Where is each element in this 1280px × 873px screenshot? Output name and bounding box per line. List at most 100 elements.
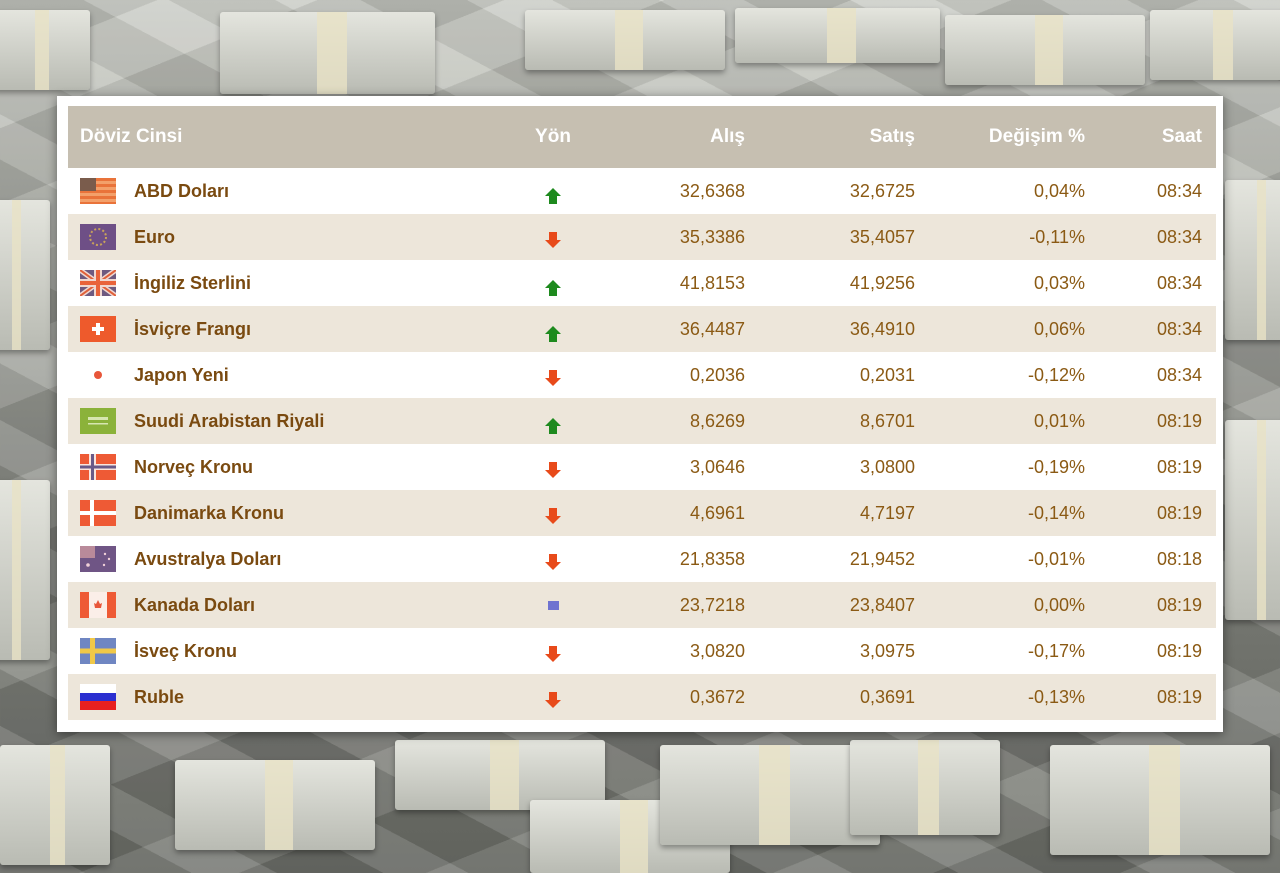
change-percent: 0,06% bbox=[1033, 318, 1085, 339]
banknote-stack bbox=[1225, 420, 1280, 620]
currency-name[interactable]: Japon Yeni bbox=[134, 364, 229, 385]
currency-name[interactable]: İngiliz Sterlini bbox=[134, 272, 252, 293]
banknote-stack bbox=[0, 480, 50, 660]
banknote-stack bbox=[0, 200, 50, 350]
table-row[interactable]: Euro 35,3386 35,4057 -0,11% 08:34 bbox=[68, 214, 1216, 260]
currency-name[interactable]: Suudi Arabistan Riyali bbox=[134, 410, 325, 431]
arrow-down-icon bbox=[545, 462, 561, 478]
currency-name[interactable]: İsviçre Frangı bbox=[134, 318, 252, 339]
buy-rate: 8,6269 bbox=[689, 410, 745, 431]
jp-flag-icon bbox=[80, 362, 116, 388]
table-row[interactable]: İsveç Kronu 3,0820 3,0975 -0,17% 08:19 bbox=[68, 628, 1216, 674]
se-flag-icon bbox=[80, 638, 116, 664]
direction-cell bbox=[488, 546, 618, 572]
ch-flag-icon bbox=[80, 316, 116, 342]
direction-cell bbox=[488, 318, 618, 342]
arrow-down-icon bbox=[545, 554, 561, 570]
arrow-down-icon bbox=[545, 646, 561, 662]
table-row[interactable]: Norveç Kronu 3,0646 3,0800 -0,19% 08:19 bbox=[68, 444, 1216, 490]
currency-name[interactable]: Norveç Kronu bbox=[134, 456, 254, 477]
update-time: 08:19 bbox=[1156, 502, 1202, 523]
header-currency[interactable]: Döviz Cinsi bbox=[80, 126, 183, 147]
update-time: 08:19 bbox=[1156, 640, 1202, 661]
change-percent: -0,17% bbox=[1027, 640, 1085, 661]
update-time: 08:34 bbox=[1156, 226, 1202, 247]
change-percent: -0,14% bbox=[1027, 502, 1085, 523]
currency-name[interactable]: Kanada Doları bbox=[134, 594, 256, 615]
arrow-down-icon bbox=[545, 232, 561, 248]
au-flag-icon bbox=[80, 546, 116, 572]
table-row[interactable]: Avustralya Doları 21,8358 21,9452 -0,01%… bbox=[68, 536, 1216, 582]
header-buy[interactable]: Alış bbox=[710, 126, 745, 147]
currency-cell: Ruble bbox=[68, 684, 488, 710]
direction-cell bbox=[488, 638, 618, 664]
arrow-up-icon bbox=[545, 280, 561, 296]
update-time: 08:34 bbox=[1156, 272, 1202, 293]
update-time: 08:19 bbox=[1156, 456, 1202, 477]
buy-rate: 23,7218 bbox=[679, 594, 745, 615]
table-row[interactable]: Kanada Doları 23,7218 23,8407 0,00% 08:1… bbox=[68, 582, 1216, 628]
sell-rate: 23,8407 bbox=[849, 594, 915, 615]
eu-flag-icon bbox=[80, 224, 116, 250]
sell-rate: 0,3691 bbox=[859, 686, 915, 707]
header-direction[interactable]: Yön bbox=[535, 126, 571, 147]
currency-name[interactable]: Ruble bbox=[134, 686, 185, 707]
buy-rate: 36,4487 bbox=[679, 318, 745, 339]
table-row[interactable]: Japon Yeni 0,2036 0,2031 -0,12% 08:34 bbox=[68, 352, 1216, 398]
table-body: ABD Doları 32,6368 32,6725 0,04% 08:34 E… bbox=[68, 168, 1216, 720]
buy-rate: 0,3672 bbox=[689, 686, 745, 707]
currency-cell: İsviçre Frangı bbox=[68, 316, 488, 342]
currency-cell: Kanada Doları bbox=[68, 592, 488, 618]
table-row[interactable]: İsviçre Frangı 36,4487 36,4910 0,06% 08:… bbox=[68, 306, 1216, 352]
buy-rate: 35,3386 bbox=[679, 226, 745, 247]
no-change-icon bbox=[547, 601, 559, 611]
buy-rate: 0,2036 bbox=[689, 364, 745, 385]
direction-cell bbox=[488, 410, 618, 434]
header-time[interactable]: Saat bbox=[1161, 126, 1202, 147]
banknote-stack bbox=[945, 15, 1145, 85]
banknote-stack bbox=[850, 740, 1000, 835]
us-flag-icon bbox=[80, 178, 116, 204]
currency-name[interactable]: Danimarka Kronu bbox=[134, 502, 285, 523]
header-change[interactable]: Değişim % bbox=[988, 126, 1085, 147]
table-row[interactable]: ABD Doları 32,6368 32,6725 0,04% 08:34 bbox=[68, 168, 1216, 214]
currency-name[interactable]: Euro bbox=[134, 226, 176, 247]
change-percent: 0,04% bbox=[1033, 180, 1085, 201]
currency-name[interactable]: Avustralya Doları bbox=[134, 548, 282, 569]
banknote-stack bbox=[735, 8, 940, 63]
banknote-stack bbox=[1050, 745, 1270, 855]
table-row[interactable]: Suudi Arabistan Riyali 8,6269 8,6701 0,0… bbox=[68, 398, 1216, 444]
update-time: 08:19 bbox=[1156, 594, 1202, 615]
update-time: 08:34 bbox=[1156, 318, 1202, 339]
currency-cell: Japon Yeni bbox=[68, 362, 488, 388]
sell-rate: 41,9256 bbox=[849, 272, 915, 293]
currency-name[interactable]: İsveç Kronu bbox=[134, 640, 238, 661]
currency-cell: Euro bbox=[68, 224, 488, 250]
buy-rate: 3,0646 bbox=[689, 456, 745, 477]
direction-cell bbox=[488, 594, 618, 616]
direction-cell bbox=[488, 362, 618, 388]
table-row[interactable]: Danimarka Kronu 4,6961 4,7197 -0,14% 08:… bbox=[68, 490, 1216, 536]
direction-cell bbox=[488, 684, 618, 710]
currency-cell: İngiliz Sterlini bbox=[68, 270, 488, 296]
header-sell[interactable]: Satış bbox=[869, 126, 915, 147]
banknote-stack bbox=[0, 10, 90, 90]
update-time: 08:34 bbox=[1156, 180, 1202, 201]
currency-cell: ABD Doları bbox=[68, 178, 488, 204]
table-header: Döviz Cinsi Yön Alış Satış Değişim % Saa… bbox=[68, 106, 1216, 168]
arrow-down-icon bbox=[545, 692, 561, 708]
banknote-stack bbox=[395, 740, 605, 810]
change-percent: 0,01% bbox=[1033, 410, 1085, 431]
ca-flag-icon bbox=[80, 592, 116, 618]
currency-name[interactable]: ABD Doları bbox=[134, 180, 230, 201]
no-flag-icon bbox=[80, 454, 116, 480]
table-row[interactable]: Ruble 0,3672 0,3691 -0,13% 08:19 bbox=[68, 674, 1216, 720]
banknote-stack bbox=[1225, 180, 1280, 340]
table-row[interactable]: İngiliz Sterlini 41,8153 41,9256 0,03% 0… bbox=[68, 260, 1216, 306]
change-percent: -0,19% bbox=[1027, 456, 1085, 477]
arrow-up-icon bbox=[545, 326, 561, 342]
sell-rate: 32,6725 bbox=[849, 180, 915, 201]
buy-rate: 41,8153 bbox=[679, 272, 745, 293]
direction-cell bbox=[488, 180, 618, 204]
update-time: 08:19 bbox=[1156, 410, 1202, 431]
